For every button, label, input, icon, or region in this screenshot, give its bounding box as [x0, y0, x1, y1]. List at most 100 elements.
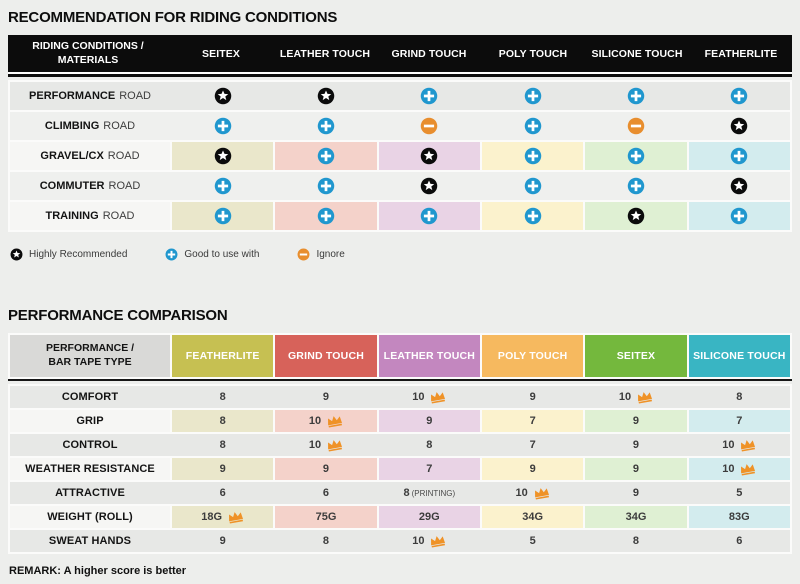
crown-icon [635, 390, 654, 405]
riding-header-corner-line1: RIDING CONDITIONS / [32, 39, 144, 52]
score-cell: 8 [172, 434, 273, 456]
performance-row: WEIGHT (ROLL) 18G 75G 29G 34G 34G 83G [10, 506, 790, 528]
legend-item: Highly Recommended [10, 248, 127, 261]
score-value: 10 [618, 391, 632, 403]
recommendation-cell [378, 202, 480, 230]
performance-comparison-title: PERFORMANCE COMPARISON [8, 307, 228, 324]
score-value: 9 [529, 391, 536, 403]
material-column-header: GRIND TOUCH [391, 47, 467, 60]
score-value: 6 [322, 487, 330, 499]
bar-tape-column-header: LEATHER TOUCH [378, 335, 480, 377]
score-value: 9 [322, 391, 330, 403]
recommendation-cell [689, 172, 790, 200]
score-cell: 18G [172, 506, 274, 528]
crown-icon [532, 486, 551, 501]
material-column-header: SEITEX [202, 47, 240, 60]
score-value: 9 [219, 535, 226, 547]
score-value: 10 [308, 439, 322, 451]
recommendation-cell [585, 142, 687, 170]
recommendation-cell [172, 112, 273, 140]
plus-icon [165, 248, 178, 261]
score-cell: 34G [482, 506, 584, 528]
plus-icon [524, 117, 542, 135]
plus-icon [420, 207, 438, 225]
score-cell: 9 [585, 458, 687, 480]
performance-row-label: WEATHER RESISTANCE [10, 458, 170, 480]
score-cell: 7 [482, 434, 583, 456]
material-column-header: FEATHERLITE [704, 47, 778, 60]
score-value: 7 [736, 415, 743, 427]
score-value: 6 [736, 535, 743, 547]
plus-icon [627, 147, 645, 165]
recommendation-cell [688, 142, 790, 170]
material-column-header: LEATHER TOUCH [279, 47, 371, 60]
performance-row-label: WEIGHT (ROLL) [10, 506, 170, 528]
recommendation-cell [172, 202, 274, 230]
score-cell: 9 [482, 386, 583, 408]
riding-condition-row: PERFORMANCE ROAD [10, 82, 790, 110]
plus-icon [317, 207, 335, 225]
score-cell: 29G [378, 506, 480, 528]
performance-row-label: SWEAT HANDS [48, 535, 132, 547]
recommendation-cell [275, 112, 376, 140]
score-cell: 10 [379, 530, 480, 552]
riding-condition-row-label: TRAINING ROAD [10, 202, 170, 230]
performance-header-corner-line1: PERFORMANCE / [45, 342, 135, 355]
score-value: 9 [219, 463, 226, 475]
recommendation-cell [172, 172, 273, 200]
plus-icon [214, 207, 232, 225]
recommendation-cell [379, 112, 480, 140]
plus-icon [317, 147, 335, 165]
performance-row-label: GRIP [10, 410, 170, 432]
recommendation-cell [379, 82, 480, 110]
legend-label: Highly Recommended [29, 248, 128, 260]
plus-icon [524, 87, 542, 105]
crown-icon [325, 438, 344, 453]
legend-label: Good to use with [184, 248, 260, 260]
recommendation-cell [275, 142, 377, 170]
score-value: 10 [722, 463, 735, 475]
plus-icon [730, 87, 748, 105]
star-icon [730, 177, 748, 195]
icon-legend: Highly Recommended Good to use with Ignore [10, 245, 792, 263]
bar-tape-column-header: GRIND TOUCH [275, 335, 377, 377]
score-value: 5 [529, 535, 536, 547]
riding-condition-row-label: GRAVEL/CX ROAD [10, 142, 170, 170]
score-cell: 8 (PRINTING) [379, 482, 480, 504]
score-value: 10 [308, 415, 322, 427]
score-cell: 10 [585, 386, 686, 408]
score-value: 9 [529, 463, 536, 475]
recommendation-cell [689, 82, 790, 110]
score-cell: 9 [378, 410, 480, 432]
legend-label: Ignore [316, 248, 345, 260]
header-divider-black [8, 74, 792, 77]
plus-icon [627, 87, 645, 105]
riding-condition-row: COMMUTER ROAD [10, 172, 790, 200]
score-value: 10 [722, 439, 735, 451]
score-value: 34G [625, 511, 647, 523]
performance-row-label: CONTROL [62, 439, 118, 451]
recommendation-cell [275, 202, 377, 230]
performance-row: COMFORT 8 9 10 9 10 8 [10, 386, 790, 408]
riding-condition-row: CLIMBING ROAD [10, 112, 790, 140]
recommendation-cell [172, 82, 273, 110]
performance-header-corner-label: PERFORMANCE / BAR TAPE TYPE [10, 335, 170, 377]
star-icon [10, 248, 23, 261]
score-value: 9 [632, 487, 640, 499]
score-value: 8 [426, 439, 433, 451]
score-cell: 9 [172, 530, 273, 552]
score-value: 6 [219, 487, 226, 499]
legend-item: Ignore [297, 248, 345, 261]
score-cell: 6 [172, 482, 273, 504]
score-cell: 9 [275, 458, 377, 480]
score-cell: 5 [689, 482, 790, 504]
crown-icon [429, 390, 448, 405]
header-divider-white [8, 72, 792, 74]
score-value: 9 [632, 415, 640, 427]
plus-icon [730, 207, 748, 225]
score-cell: 10 [275, 410, 377, 432]
crown-icon [739, 438, 758, 453]
score-cell: 8 [379, 434, 480, 456]
star-icon [317, 87, 335, 105]
